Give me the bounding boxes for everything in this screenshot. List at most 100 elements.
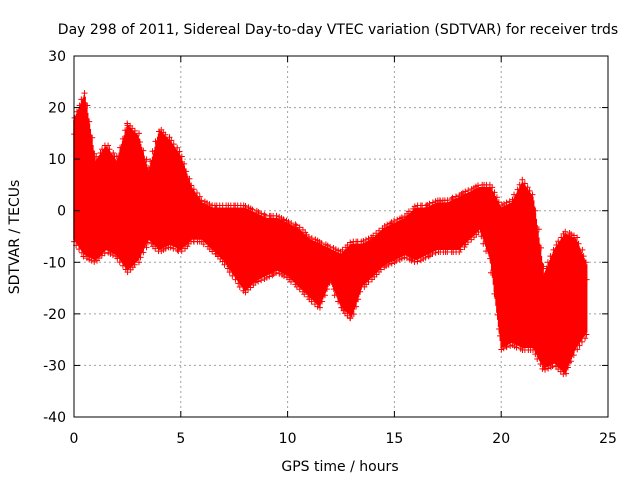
data-point-marker	[258, 277, 265, 284]
data-point-marker	[462, 188, 469, 195]
data-point-marker	[519, 176, 526, 183]
data-point-marker	[110, 149, 117, 156]
data-point-marker	[401, 254, 408, 261]
data-point-marker	[579, 246, 586, 253]
data-point-marker	[323, 286, 330, 293]
data-point-marker	[305, 233, 312, 240]
data-point-marker	[377, 266, 384, 273]
data-point-marker	[143, 244, 150, 251]
data-series	[71, 90, 590, 378]
data-point-marker	[258, 210, 265, 217]
data-point-marker	[564, 364, 571, 371]
data-point-marker	[398, 214, 405, 221]
data-point-marker	[86, 256, 93, 263]
data-point-marker	[491, 189, 498, 196]
data-point-marker	[425, 253, 432, 260]
data-point-marker	[347, 239, 354, 246]
data-point-marker	[355, 296, 362, 303]
data-point-marker	[489, 184, 496, 191]
data-point-marker	[316, 304, 323, 311]
data-point-marker	[393, 258, 400, 265]
data-point-marker	[140, 147, 147, 154]
data-point-marker	[576, 342, 583, 349]
data-point-marker	[140, 249, 147, 256]
data-point-marker	[203, 199, 210, 206]
data-point-marker	[350, 311, 357, 318]
data-point-marker	[84, 102, 91, 109]
data-point-marker	[137, 254, 144, 261]
data-point-marker	[266, 273, 273, 280]
data-point-marker	[273, 269, 280, 276]
data-point-marker	[465, 187, 472, 194]
data-point-marker	[181, 160, 188, 167]
data-point-marker	[449, 194, 456, 201]
data-point-marker	[261, 211, 268, 218]
data-point-marker	[273, 212, 280, 219]
data-point-marker	[255, 209, 262, 216]
data-point-marker	[540, 263, 547, 270]
data-point-marker	[429, 199, 436, 206]
data-point-marker	[347, 314, 354, 321]
data-point-marker	[521, 180, 528, 187]
data-point-marker	[280, 217, 287, 224]
data-point-marker	[162, 245, 169, 252]
data-point-marker	[513, 344, 520, 351]
data-point-marker	[574, 234, 581, 241]
data-point-marker	[162, 131, 169, 138]
data-point-marker	[444, 197, 451, 204]
data-point-marker	[280, 273, 287, 280]
data-point-marker	[136, 130, 143, 137]
data-point-marker	[575, 240, 582, 247]
data-point-marker	[269, 272, 276, 279]
data-point-marker	[500, 200, 507, 207]
y-tick-label: 10	[48, 152, 66, 168]
data-point-marker	[365, 235, 372, 242]
data-point-marker	[242, 202, 249, 209]
data-point-marker	[542, 366, 549, 373]
x-tick-label: 20	[492, 431, 510, 447]
data-point-marker	[152, 245, 159, 252]
data-point-marker	[339, 246, 346, 253]
data-point-marker	[582, 259, 589, 266]
data-point-marker	[209, 248, 216, 255]
x-tick-label: 0	[70, 431, 79, 447]
data-point-marker	[385, 261, 392, 268]
x-axis-label: GPS time / hours	[281, 459, 398, 475]
data-point-marker	[124, 269, 131, 276]
data-point-marker	[398, 255, 405, 262]
data-point-marker	[539, 365, 546, 372]
data-point-marker	[293, 222, 300, 229]
data-point-marker	[206, 201, 213, 208]
data-point-marker	[135, 259, 142, 266]
data-point-marker	[570, 232, 577, 239]
data-point-marker	[535, 226, 542, 233]
data-point-marker	[414, 258, 421, 265]
data-point-marker	[183, 168, 190, 175]
data-point-marker	[285, 218, 292, 225]
data-point-marker	[86, 118, 93, 125]
data-point-marker	[582, 335, 589, 342]
data-point-marker	[136, 139, 143, 146]
y-tick-label: -30	[43, 358, 66, 374]
data-point-marker	[526, 187, 533, 194]
data-point-marker	[583, 331, 590, 338]
data-point-marker	[545, 365, 552, 372]
data-point-marker	[570, 352, 577, 359]
data-point-marker	[174, 144, 181, 151]
data-point-marker	[503, 199, 510, 206]
data-point-marker	[432, 249, 439, 256]
data-point-marker	[88, 257, 95, 264]
chart-title: Day 298 of 2011, Sidereal Day-to-day VTE…	[58, 22, 618, 38]
y-tick-label: 0	[57, 204, 66, 220]
data-point-marker	[131, 127, 138, 134]
data-point-marker	[365, 278, 372, 285]
x-tick-label: 25	[599, 431, 617, 447]
data-point-marker	[357, 288, 364, 295]
data-point-marker	[411, 203, 418, 210]
data-point-marker	[567, 358, 574, 365]
data-point-marker	[168, 137, 175, 144]
data-point-marker	[301, 291, 308, 298]
y-tick-label: 30	[48, 49, 66, 65]
data-point-marker	[437, 198, 444, 205]
